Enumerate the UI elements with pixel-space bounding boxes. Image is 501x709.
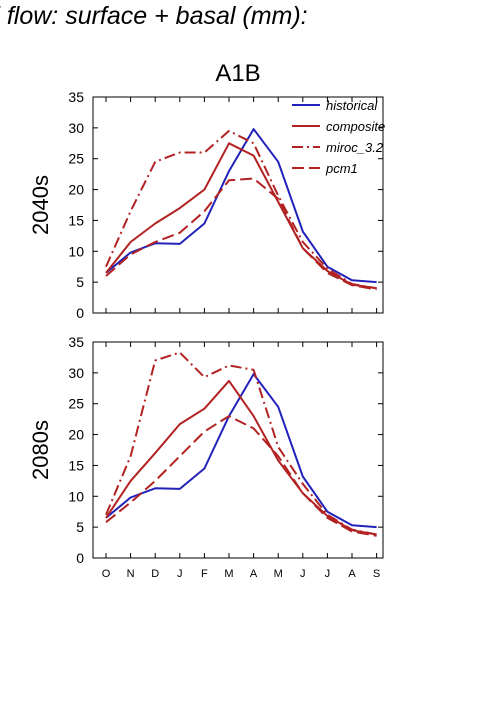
plot-frame: [92, 341, 384, 559]
legend-item: historical: [292, 98, 378, 113]
y-tick-label: 20: [68, 427, 84, 443]
x-tick-label: F: [201, 568, 208, 580]
series-line-miroc-3-2: [105, 351, 377, 536]
x-tick-label: O: [102, 568, 111, 580]
y-tick-label: 25: [68, 396, 84, 412]
chart-panels: 0 5 10 15 20 25 30 35 2040s 0 5 10 15 20 25 30 35 O N D J F M A…: [28, 89, 384, 580]
chart-panel-2: 0 5 10 15 20 25 30 35 O N D J F M A M J J A S 2080s: [28, 334, 384, 580]
y-tick-label: 0: [76, 550, 84, 566]
y-axis-label: 2040s: [28, 175, 53, 235]
y-tick-label: 35: [68, 89, 84, 105]
series-line-pcm1: [105, 415, 377, 537]
y-tick-label: 15: [68, 212, 84, 228]
y-tick-label: 20: [68, 182, 84, 198]
legend-item: miroc_3.2: [292, 140, 384, 155]
series-line-miroc-3-2: [105, 129, 377, 290]
legend-label: composite: [326, 119, 385, 134]
y-tick-label: 10: [68, 243, 84, 259]
panel-heading: A1B: [215, 60, 260, 87]
legend-label: miroc_3.2: [326, 140, 384, 155]
x-tick-label: A: [348, 568, 356, 580]
y-tick-label: 30: [68, 120, 84, 136]
x-tick-label: M: [274, 568, 283, 580]
plot-frame: [92, 96, 384, 314]
series-line-composite: [105, 379, 377, 536]
x-tick-label: D: [151, 568, 159, 580]
y-axis-label: 2080s: [28, 420, 53, 480]
y-tick-label: 0: [76, 305, 84, 321]
y-tick-label: 10: [68, 488, 84, 504]
legend-item: pcm1: [292, 161, 358, 176]
x-tick-label: A: [250, 568, 258, 580]
figure-title: d flow: surface + basal (mm):: [0, 2, 308, 30]
legend-label: historical: [326, 98, 378, 113]
legend-label: pcm1: [325, 161, 358, 176]
y-tick-label: 35: [68, 334, 84, 350]
y-tick-label: 5: [76, 519, 84, 535]
x-tick-label: N: [127, 568, 135, 580]
x-tick-label: J: [300, 568, 306, 580]
series-line-pcm1: [105, 177, 377, 291]
chart-panel-1: 0 5 10 15 20 25 30 35 2040s: [28, 89, 384, 321]
legend-item: composite: [292, 119, 385, 134]
x-tick-label: J: [325, 568, 331, 580]
y-tick-label: 25: [68, 151, 84, 167]
x-tick-label: J: [177, 568, 183, 580]
series-line-composite: [105, 142, 377, 290]
y-tick-label: 30: [68, 365, 84, 381]
x-tick-label: S: [373, 568, 380, 580]
y-tick-label: 5: [76, 274, 84, 290]
legend: historical composite miroc_3.2 pcm1: [292, 98, 385, 176]
x-tick-label: M: [224, 568, 233, 580]
series-line-historical: [105, 373, 377, 529]
y-tick-label: 15: [68, 457, 84, 473]
